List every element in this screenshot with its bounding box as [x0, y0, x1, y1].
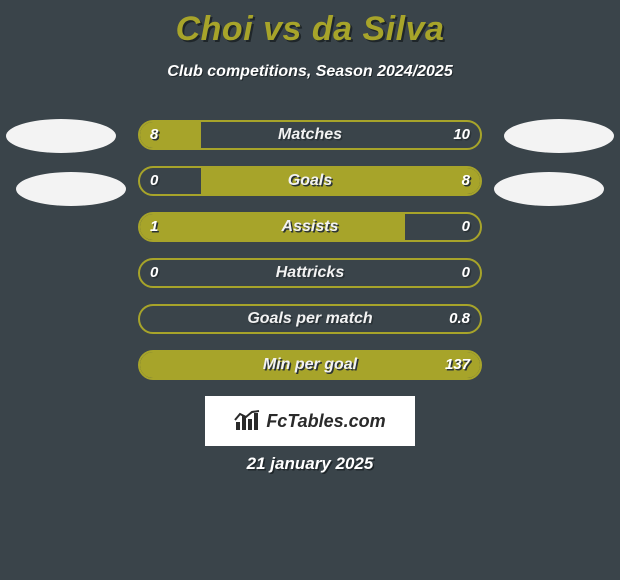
stat-label: Matches	[138, 120, 482, 150]
stat-label: Min per goal	[138, 350, 482, 380]
comparison-title: Choi vs da Silva	[0, 0, 620, 49]
comparison-infographic: Choi vs da Silva Club competitions, Seas…	[0, 0, 620, 580]
stat-label: Goals	[138, 166, 482, 196]
fctables-watermark: FcTables.com	[205, 396, 415, 446]
stat-row: 137Min per goal	[0, 350, 620, 380]
chart-icon	[234, 410, 260, 432]
comparison-subtitle: Club competitions, Season 2024/2025	[0, 63, 620, 81]
stat-row: 08Goals	[0, 166, 620, 196]
player-right-name: da Silva	[312, 10, 445, 48]
stat-label: Hattricks	[138, 258, 482, 288]
stat-label: Goals per match	[138, 304, 482, 334]
stat-label: Assists	[138, 212, 482, 242]
vs-text: vs	[253, 10, 312, 48]
stat-row: 10Assists	[0, 212, 620, 242]
player-left-name: Choi	[176, 10, 254, 48]
stats-area: 810Matches 08Goals 10Assists 00Hattricks 0.8…	[0, 120, 620, 396]
stat-row: 810Matches	[0, 120, 620, 150]
stat-row: 00Hattricks	[0, 258, 620, 288]
fctables-text: FcTables.com	[266, 411, 385, 432]
infographic-date: 21 january 2025	[0, 454, 620, 474]
stat-row: 0.8Goals per match	[0, 304, 620, 334]
